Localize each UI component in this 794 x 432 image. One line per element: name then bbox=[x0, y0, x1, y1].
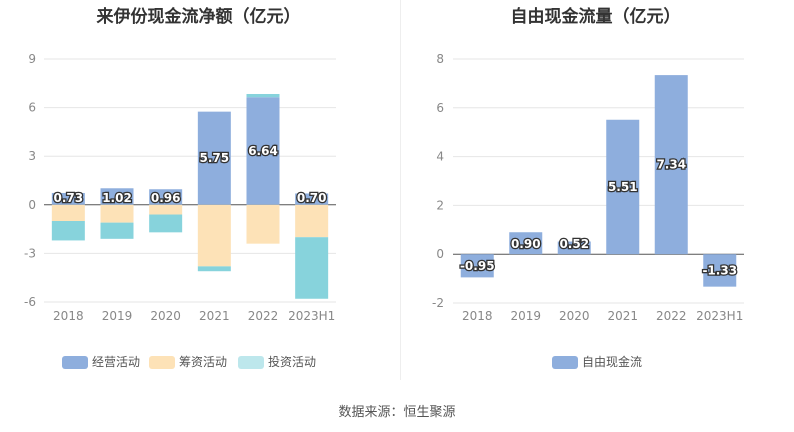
right-y-tick-label: 8 bbox=[436, 52, 444, 66]
left-x-tick-label: 2023H1 bbox=[288, 309, 335, 323]
left-data-label-operating: 6.64 bbox=[248, 144, 278, 158]
left-bar-investing-2018 bbox=[51, 221, 85, 241]
left-bar-financing-2021 bbox=[197, 204, 231, 267]
right-y-tick-label: 2 bbox=[436, 198, 444, 212]
right-chart: -2 0 2 4 6 8 2018 -0.95 2019 0.90 2020 0.52 2021 5.51… bbox=[432, 52, 744, 323]
left-bar-financing-2023H1 bbox=[295, 204, 329, 238]
right-bar-fcf-2022 bbox=[654, 75, 688, 255]
right-x-tick-label: 2018 bbox=[462, 309, 493, 323]
left-bar-operating-2020 bbox=[149, 189, 183, 205]
left-y-tick-label: 9 bbox=[28, 52, 36, 66]
legend-label-financing: 筹资活动 bbox=[179, 355, 228, 369]
left-bar-operating-2022 bbox=[246, 97, 280, 205]
left-chart-title: 来伊份现金流净额（亿元） bbox=[96, 7, 301, 27]
source-note: 数据来源：恒生聚源 bbox=[338, 405, 456, 420]
right-bar-fcf-2023H1 bbox=[703, 254, 737, 287]
legend-label-operating: 经营活动 bbox=[92, 355, 141, 369]
right-y-tick-label: 6 bbox=[436, 101, 444, 115]
legend-swatch-fcf bbox=[552, 356, 578, 369]
left-x-tick-label: 2019 bbox=[102, 309, 133, 323]
left-x-tick-label: 2022 bbox=[248, 309, 279, 323]
left-bar-operating-2023H1 bbox=[295, 193, 329, 205]
left-data-label-operating: 5.75 bbox=[200, 151, 230, 165]
left-data-label-operating: 0.73 bbox=[54, 191, 84, 205]
left-bar-financing-2019 bbox=[100, 204, 134, 223]
left-bar-financing-2020 bbox=[149, 204, 183, 215]
right-bar-fcf-2020 bbox=[557, 241, 591, 255]
left-bar-investing-2021 bbox=[197, 266, 231, 272]
right-bar-fcf-2021 bbox=[606, 119, 640, 255]
right-x-tick-label: 2020 bbox=[559, 309, 590, 323]
right-data-label-fcf: 5.51 bbox=[608, 180, 638, 194]
right-data-label-fcf: -1.33 bbox=[702, 263, 737, 277]
left-bar-investing-2023H1 bbox=[295, 237, 329, 299]
right-data-label-fcf: -0.95 bbox=[460, 259, 495, 273]
left-bar-investing-2020 bbox=[149, 214, 183, 233]
legend-label-investing: 投资活动 bbox=[268, 355, 317, 369]
left-y-tick-label: 3 bbox=[28, 149, 36, 163]
left-x-tick-label: 2018 bbox=[53, 309, 84, 323]
left-bar-investing-2019 bbox=[100, 222, 134, 239]
left-x-tick-label: 2020 bbox=[150, 309, 181, 323]
left-bar-investing-2022 bbox=[246, 93, 280, 98]
right-chart-title: 自由现金流量（亿元） bbox=[510, 7, 681, 27]
right-x-tick-label: 2023H1 bbox=[696, 309, 743, 323]
legend-label-fcf: 自由现金流 bbox=[582, 355, 643, 369]
left-bar-operating-2021 bbox=[197, 111, 231, 205]
right-x-tick-label: 2021 bbox=[607, 309, 638, 323]
right-y-tick-label: 0 bbox=[436, 247, 444, 261]
left-bar-financing-2018 bbox=[51, 204, 85, 221]
left-y-tick-label: -6 bbox=[24, 295, 36, 309]
left-data-label-operating: 0.70 bbox=[297, 191, 327, 205]
right-bar-fcf-2018 bbox=[460, 254, 494, 278]
right-data-label-fcf: 0.90 bbox=[511, 237, 541, 251]
legend-swatch-investing bbox=[238, 356, 264, 369]
right-x-tick-label: 2022 bbox=[656, 309, 687, 323]
right-data-label-fcf: 7.34 bbox=[656, 158, 686, 172]
left-y-tick-label: 6 bbox=[28, 101, 36, 115]
right-data-label-fcf: 0.52 bbox=[559, 237, 589, 251]
panel-divider bbox=[400, 0, 401, 380]
left-y-tick-label: -3 bbox=[24, 246, 36, 260]
left-x-tick-label: 2021 bbox=[199, 309, 230, 323]
left-data-label-operating: 0.96 bbox=[151, 191, 181, 205]
right-x-tick-label: 2019 bbox=[510, 309, 541, 323]
left-bar-operating-2019 bbox=[100, 188, 134, 205]
left-bar-operating-2018 bbox=[51, 192, 85, 205]
legend-swatch-financing bbox=[149, 356, 175, 369]
right-y-tick-label: -2 bbox=[432, 296, 444, 310]
left-y-tick-label: 0 bbox=[28, 198, 36, 212]
legend-swatch-operating bbox=[62, 356, 88, 369]
left-bar-financing-2022 bbox=[246, 204, 280, 244]
right-bar-fcf-2019 bbox=[509, 232, 543, 255]
left-data-label-operating: 1.02 bbox=[102, 191, 132, 205]
left-chart: -6 -3 0 3 6 9 2018 0.73 2019 1.02 2020 0.96 2021 5.75… bbox=[24, 52, 336, 323]
right-y-tick-label: 4 bbox=[436, 150, 444, 164]
